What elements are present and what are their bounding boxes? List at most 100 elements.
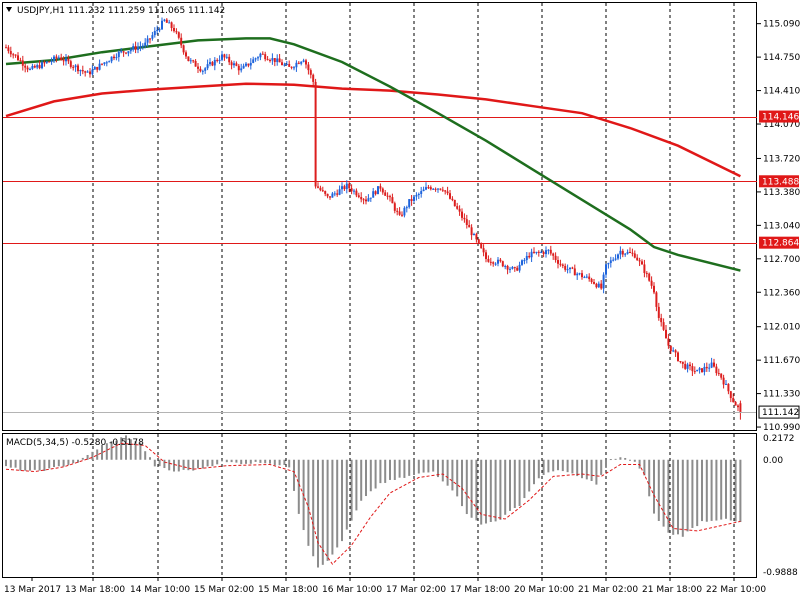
candle-bear xyxy=(177,32,180,38)
macd-bar xyxy=(110,441,113,460)
candle-bull xyxy=(189,60,192,62)
candle-bear xyxy=(506,265,509,270)
candle-bull xyxy=(422,189,425,192)
candle-bear xyxy=(665,329,667,339)
candle-bear xyxy=(381,188,384,193)
price-tick-label: 110.990 xyxy=(763,423,800,433)
time-tick-label: 15 Mar 18:00 xyxy=(258,585,318,595)
candle-bear xyxy=(317,186,319,188)
macd-bar xyxy=(29,459,31,471)
candle-bull xyxy=(333,193,336,195)
symbol-info: USDJPY,H1 111.232 111.259 111.065 111.14… xyxy=(17,6,225,16)
candle-bear xyxy=(281,62,283,66)
candle-bear xyxy=(429,187,432,190)
candle-bear xyxy=(492,262,495,264)
candle-bear xyxy=(43,62,46,64)
candle-bear xyxy=(552,253,555,256)
candle-bear xyxy=(230,62,233,66)
macd-bar xyxy=(57,459,60,467)
candle-bull xyxy=(213,59,216,66)
candle-bear xyxy=(633,253,636,258)
candle-bull xyxy=(545,250,547,255)
candle-bear xyxy=(501,261,504,267)
triangle-down-icon[interactable] xyxy=(6,7,12,12)
candle-bear xyxy=(499,259,502,262)
candle-bull xyxy=(504,265,507,267)
candle-bear xyxy=(717,373,720,375)
macd-histogram xyxy=(5,435,742,568)
macd-bar xyxy=(566,459,569,473)
candle-bull xyxy=(204,68,207,71)
candle-bear xyxy=(557,260,559,264)
candle-bear xyxy=(561,264,564,266)
candle-bull xyxy=(285,63,288,65)
candle-bear xyxy=(365,199,367,202)
candle-bear xyxy=(343,186,346,190)
candle-bull xyxy=(110,56,113,62)
macd-bar xyxy=(14,459,17,468)
macd-bar xyxy=(629,459,631,461)
macd-bar xyxy=(201,459,204,469)
price-tick-label: 113.380 xyxy=(763,188,800,198)
candle-bull xyxy=(473,234,475,236)
time-tick-label: 22 Mar 10:00 xyxy=(706,585,766,595)
candle-bull xyxy=(221,54,223,60)
candle-bear xyxy=(60,57,63,61)
candle-bear xyxy=(468,224,471,228)
macd-bar xyxy=(494,459,497,522)
candle-bear xyxy=(705,366,708,369)
candle-bull xyxy=(129,49,132,52)
candle-bear xyxy=(355,190,358,196)
macd-bar xyxy=(129,439,132,460)
candle-bull xyxy=(619,250,622,255)
macd-bar xyxy=(657,459,660,521)
candle-bear xyxy=(386,195,389,197)
candle-bull xyxy=(161,20,163,30)
macd-bar xyxy=(149,457,151,460)
macd-bar xyxy=(307,459,310,546)
candle-bull xyxy=(144,42,147,46)
candle-bear xyxy=(290,66,293,68)
candle-bull xyxy=(408,199,411,208)
candle-bear xyxy=(336,193,339,195)
candle-bull xyxy=(415,195,418,197)
candle-bull xyxy=(341,186,343,190)
macd-bar xyxy=(206,459,209,467)
candle-bull xyxy=(79,70,82,72)
time-tick-label: 17 Mar 02:00 xyxy=(386,585,446,595)
macd-bar xyxy=(552,459,555,472)
time-tick-label: 15 Mar 02:00 xyxy=(194,585,254,595)
macd-bar xyxy=(187,459,190,471)
macd-bar xyxy=(705,459,708,522)
macd-bar xyxy=(504,459,507,515)
candle-bear xyxy=(720,373,723,378)
price-tick-label: 111.670 xyxy=(763,356,800,366)
candle-bear xyxy=(528,255,531,258)
candle-bull xyxy=(540,252,543,254)
candle-bull xyxy=(206,64,209,69)
macd-bar xyxy=(672,459,675,535)
time-tick-label: 21 Mar 18:00 xyxy=(642,585,702,595)
macd-bar xyxy=(173,459,175,472)
candle-bull xyxy=(225,56,228,58)
candle-bear xyxy=(19,60,22,62)
candle-bull xyxy=(151,35,154,39)
macd-bar xyxy=(177,459,180,472)
macd-bar xyxy=(576,459,579,477)
candle-bear xyxy=(12,54,15,56)
macd-tick-label: 0.2172 xyxy=(763,434,795,444)
macd-bar xyxy=(355,459,358,511)
macd-bar xyxy=(144,451,147,460)
macd-bar xyxy=(605,459,607,468)
ma-slow-line xyxy=(5,82,741,178)
price-tick-label: 112.360 xyxy=(763,288,800,298)
macd-bar xyxy=(105,443,108,460)
macd-bar xyxy=(240,459,243,465)
macd-bar xyxy=(53,459,55,468)
macd-bar xyxy=(389,459,391,480)
candle-bear xyxy=(667,338,670,346)
macd-bar xyxy=(96,449,99,460)
candle-bear xyxy=(326,193,329,197)
horizontal-lines xyxy=(3,117,757,244)
